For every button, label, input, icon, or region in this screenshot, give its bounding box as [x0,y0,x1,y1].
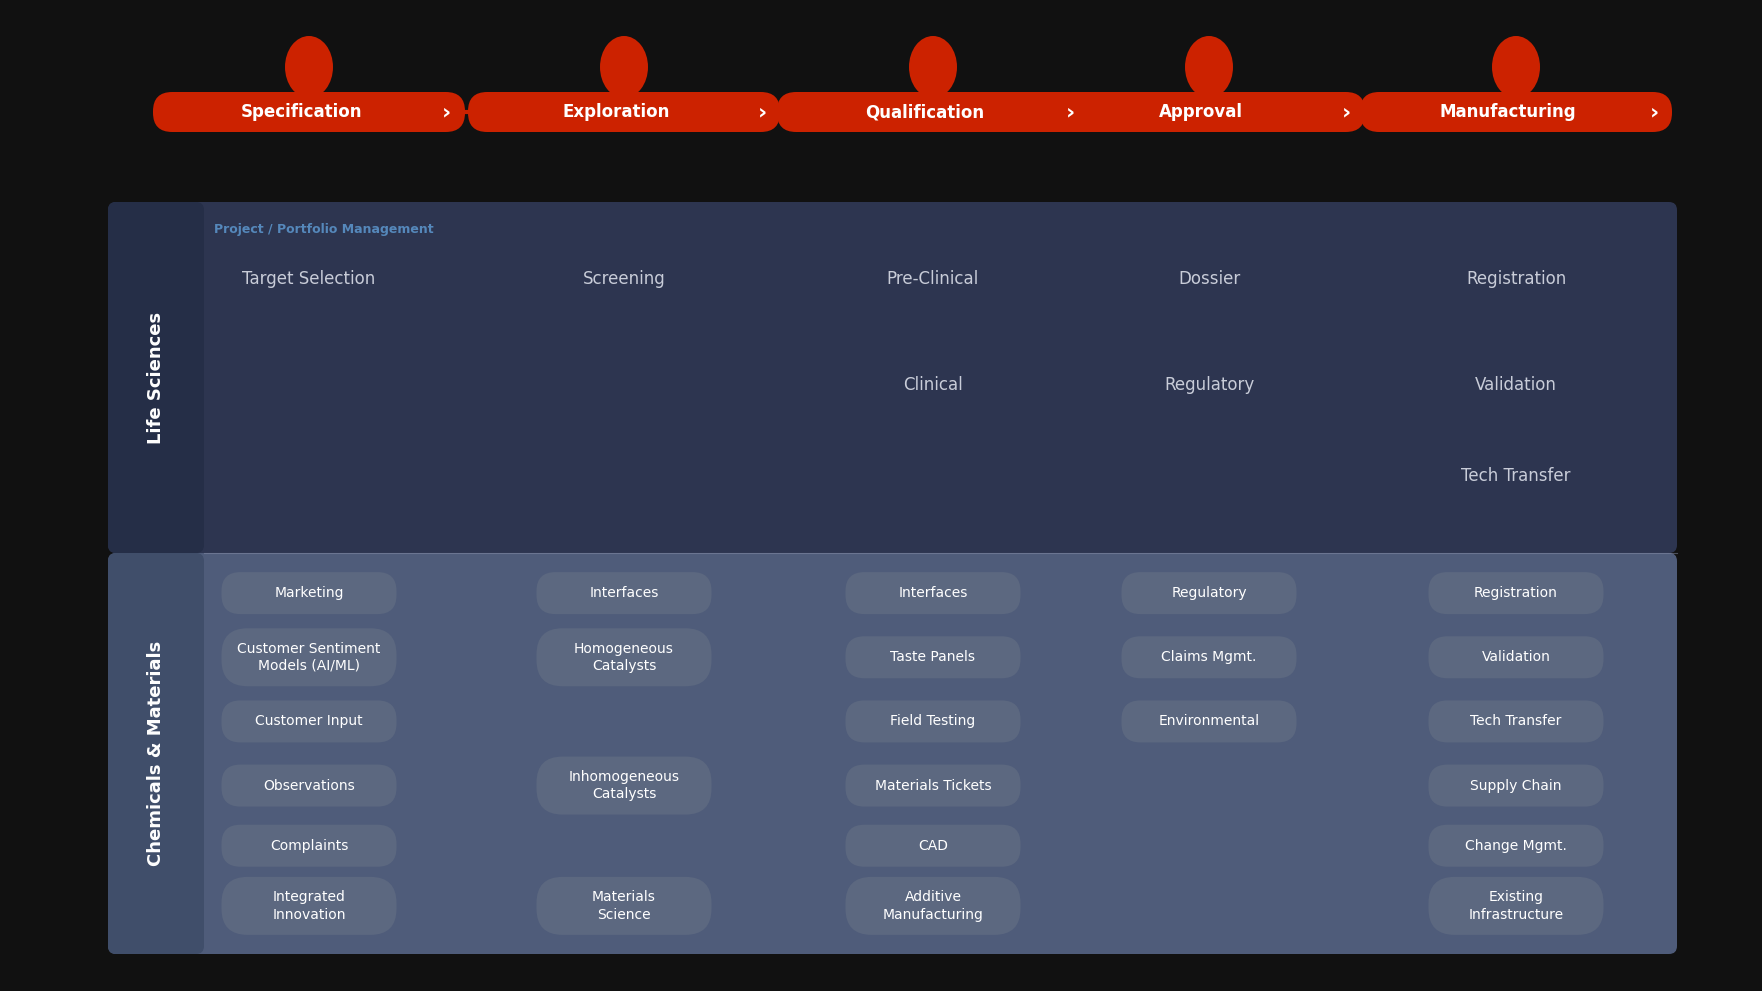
Ellipse shape [601,36,648,98]
Text: Qualification: Qualification [865,103,985,121]
FancyBboxPatch shape [1429,765,1603,807]
Text: Customer Sentiment
Models (AI/ML): Customer Sentiment Models (AI/ML) [238,641,381,673]
Text: Validation: Validation [1482,650,1551,664]
FancyBboxPatch shape [222,701,396,742]
FancyBboxPatch shape [1121,701,1297,742]
Text: Taste Panels: Taste Panels [890,650,976,664]
FancyBboxPatch shape [846,572,1020,614]
FancyBboxPatch shape [1054,92,1366,132]
Text: Observations: Observations [263,779,354,793]
Text: Life Sciences: Life Sciences [146,311,166,444]
FancyBboxPatch shape [222,825,396,867]
FancyBboxPatch shape [222,765,396,807]
FancyBboxPatch shape [536,877,712,935]
Text: Regulatory: Regulatory [1172,586,1247,601]
Text: ›: › [1649,102,1658,122]
Text: Claims Mgmt.: Claims Mgmt. [1161,650,1256,664]
FancyBboxPatch shape [536,572,712,614]
Text: ›: › [758,102,766,122]
FancyBboxPatch shape [846,765,1020,807]
FancyBboxPatch shape [1360,92,1672,132]
FancyBboxPatch shape [1429,636,1603,678]
FancyBboxPatch shape [536,628,712,686]
Ellipse shape [1186,36,1233,98]
Text: Tech Transfer: Tech Transfer [1461,467,1570,485]
Text: Registration: Registration [1475,586,1558,601]
FancyBboxPatch shape [846,701,1020,742]
Ellipse shape [285,36,333,98]
FancyBboxPatch shape [777,92,1089,132]
Text: Clinical: Clinical [904,376,962,393]
FancyBboxPatch shape [222,628,396,686]
FancyBboxPatch shape [153,92,465,132]
FancyBboxPatch shape [1429,877,1603,935]
FancyBboxPatch shape [846,825,1020,867]
Text: Materials
Science: Materials Science [592,890,655,922]
Text: Tech Transfer: Tech Transfer [1470,715,1561,728]
Text: Materials Tickets: Materials Tickets [874,779,992,793]
FancyBboxPatch shape [1121,636,1297,678]
Text: CAD: CAD [918,838,948,852]
FancyBboxPatch shape [1429,825,1603,867]
Text: Validation: Validation [1475,376,1558,393]
Text: Pre-Clinical: Pre-Clinical [886,271,980,288]
Text: Exploration: Exploration [562,103,670,121]
Text: ›: › [1343,102,1351,122]
Text: Additive
Manufacturing: Additive Manufacturing [883,890,983,922]
Ellipse shape [909,36,957,98]
Text: Screening: Screening [583,271,666,288]
Text: Specification: Specification [240,103,361,121]
Text: Existing
Infrastructure: Existing Infrastructure [1468,890,1563,922]
FancyBboxPatch shape [222,572,396,614]
Text: Approval: Approval [1159,103,1242,121]
FancyBboxPatch shape [222,877,396,935]
Text: Field Testing: Field Testing [890,715,976,728]
Text: Inhomogeneous
Catalysts: Inhomogeneous Catalysts [569,770,680,802]
Text: Complaints: Complaints [270,838,349,852]
FancyBboxPatch shape [107,202,204,553]
FancyBboxPatch shape [1429,701,1603,742]
Text: Target Selection: Target Selection [243,271,375,288]
Text: Customer Input: Customer Input [255,715,363,728]
FancyBboxPatch shape [1429,572,1603,614]
Text: Environmental: Environmental [1158,715,1260,728]
Text: Marketing: Marketing [275,586,344,601]
Text: Chemicals & Materials: Chemicals & Materials [146,641,166,866]
Text: Manufacturing: Manufacturing [1440,103,1577,121]
FancyBboxPatch shape [469,92,781,132]
Text: Integrated
Innovation: Integrated Innovation [273,890,345,922]
Text: Regulatory: Regulatory [1165,376,1255,393]
Text: Change Mgmt.: Change Mgmt. [1464,838,1566,852]
FancyBboxPatch shape [846,877,1020,935]
FancyBboxPatch shape [536,756,712,815]
FancyBboxPatch shape [1121,572,1297,614]
Text: Registration: Registration [1466,271,1566,288]
FancyBboxPatch shape [107,553,1677,954]
FancyBboxPatch shape [846,636,1020,678]
Text: ›: › [1066,102,1075,122]
Text: Supply Chain: Supply Chain [1470,779,1561,793]
FancyBboxPatch shape [107,202,1677,553]
Text: Project / Portfolio Management: Project / Portfolio Management [213,224,433,237]
Text: Dossier: Dossier [1177,271,1240,288]
Text: ›: › [442,102,451,122]
Text: Homogeneous
Catalysts: Homogeneous Catalysts [574,641,673,673]
Text: Interfaces: Interfaces [589,586,659,601]
Text: Interfaces: Interfaces [899,586,967,601]
FancyBboxPatch shape [107,553,204,954]
Ellipse shape [1492,36,1540,98]
